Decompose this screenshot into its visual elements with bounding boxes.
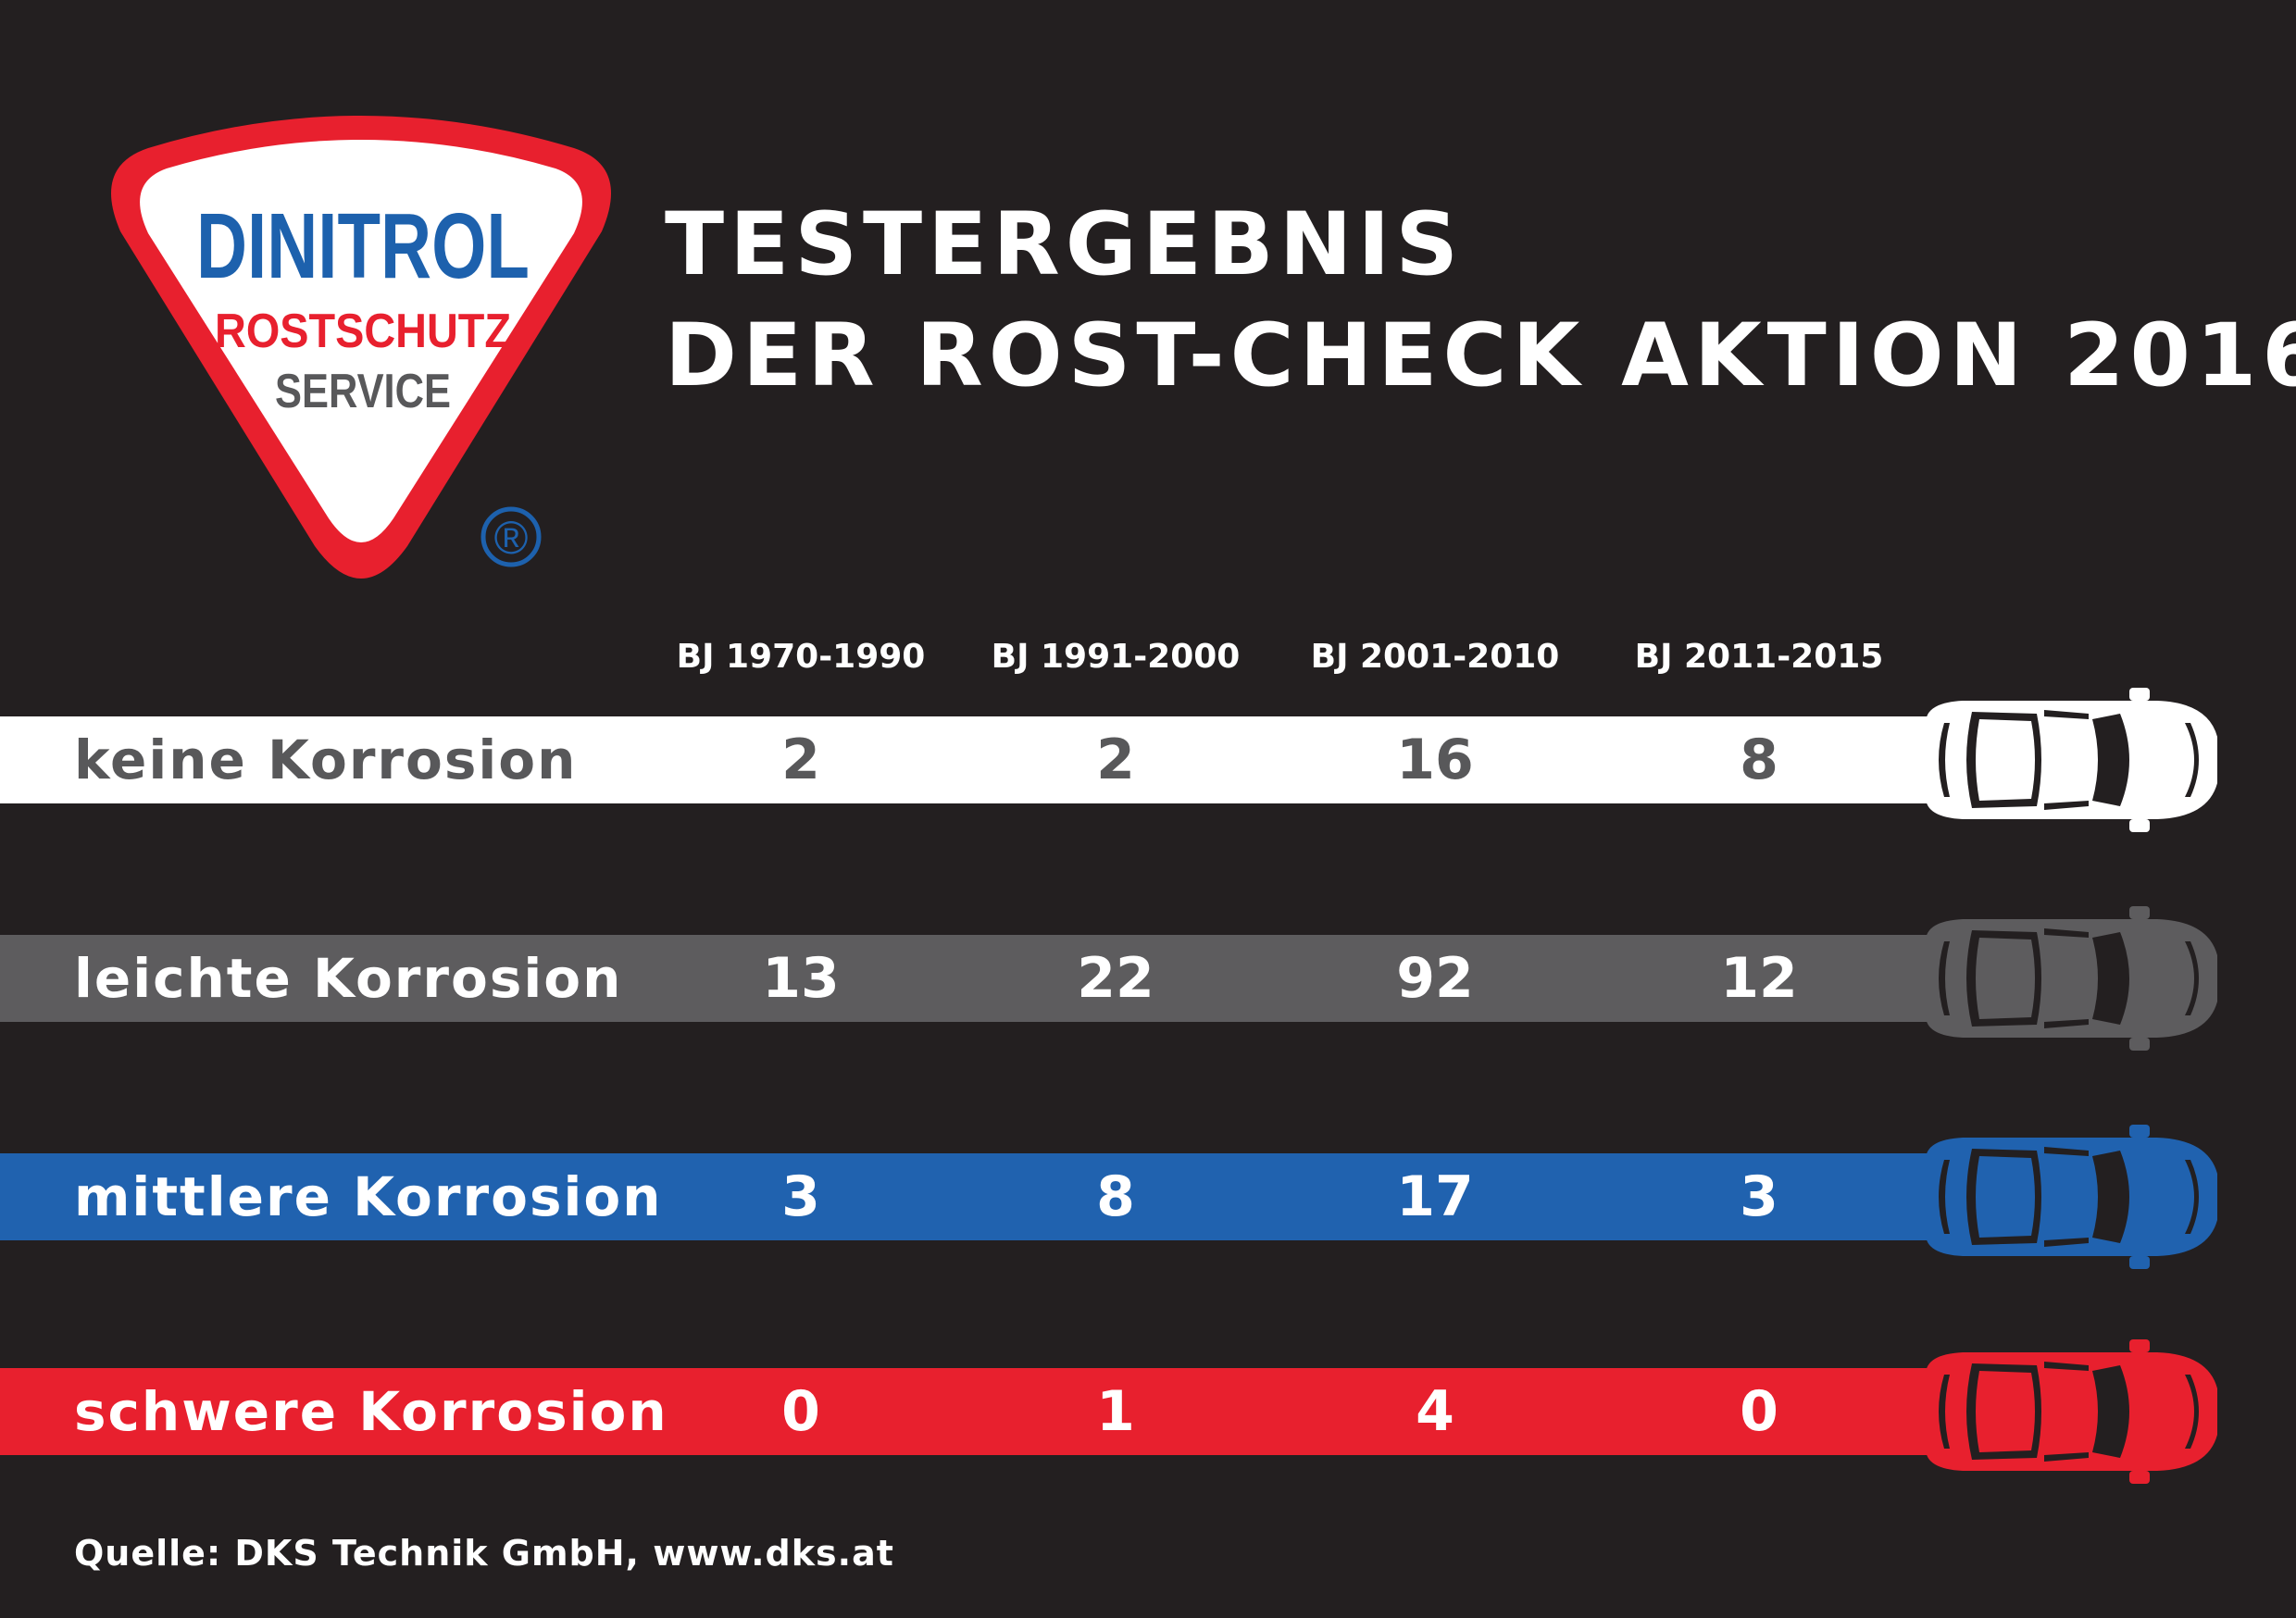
- row-value: 2: [1096, 728, 1135, 792]
- row-value: 16: [1396, 728, 1474, 792]
- logo-line3: SERVICE: [275, 365, 451, 418]
- row-bar: leichte Korrosion 13 22 92 12: [0, 935, 1935, 1022]
- dinitrol-logo: DINITROL ROSTSCHUTZ SERVICE ®: [111, 116, 611, 579]
- row-value: 22: [1077, 946, 1154, 1011]
- row-value: 13: [762, 946, 840, 1011]
- row-value: 1: [1096, 1379, 1135, 1444]
- column-header: BJ 1991-2000: [991, 638, 1241, 676]
- row-value: 12: [1720, 946, 1798, 1011]
- column-header: BJ 2011-2015: [1634, 638, 1884, 676]
- logo-line1: DINITROL: [196, 194, 530, 298]
- row-value: 92: [1396, 946, 1474, 1011]
- row-value: 3: [1740, 1164, 1778, 1229]
- car-top-icon: [1918, 1339, 2217, 1484]
- car-top-icon: [1918, 688, 2217, 832]
- title-line1: TESTERGEBNIS: [665, 194, 1465, 295]
- row-label: schwere Korrosion: [74, 1380, 668, 1443]
- row-value: 0: [781, 1379, 820, 1444]
- row-bar: keine Korrosion 2 2 16 8: [0, 716, 1935, 803]
- row-label: mittlere Korrosion: [74, 1165, 663, 1228]
- row-value: 2: [781, 728, 820, 792]
- row-label: leichte Korrosion: [74, 947, 623, 1010]
- row-value: 4: [1416, 1379, 1454, 1444]
- column-header: BJ 2001-2010: [1310, 638, 1560, 676]
- row-value: 17: [1396, 1164, 1474, 1229]
- title-line2: DER ROST-CHECK AKTION 2016: [665, 305, 2296, 406]
- row-value: 0: [1740, 1379, 1778, 1444]
- row-value: 8: [1096, 1164, 1135, 1229]
- row-value: 3: [781, 1164, 820, 1229]
- row-bar: schwere Korrosion 0 1 4 0: [0, 1368, 1935, 1455]
- car-top-icon: [1918, 1125, 2217, 1269]
- row-label: keine Korrosion: [74, 728, 578, 791]
- registered-mark: ®: [494, 512, 529, 564]
- row-bar: mittlere Korrosion 3 8 17 3: [0, 1153, 1935, 1240]
- row-value: 8: [1740, 728, 1778, 792]
- logo-line2: ROSTSCHUTZ: [215, 305, 511, 358]
- source-note: Quelle: DKS Technik GmbH, www.dks.at: [74, 1533, 894, 1574]
- column-header: BJ 1970-1990: [676, 638, 926, 676]
- registered-mark-circle: [480, 506, 542, 567]
- car-top-icon: [1918, 906, 2217, 1051]
